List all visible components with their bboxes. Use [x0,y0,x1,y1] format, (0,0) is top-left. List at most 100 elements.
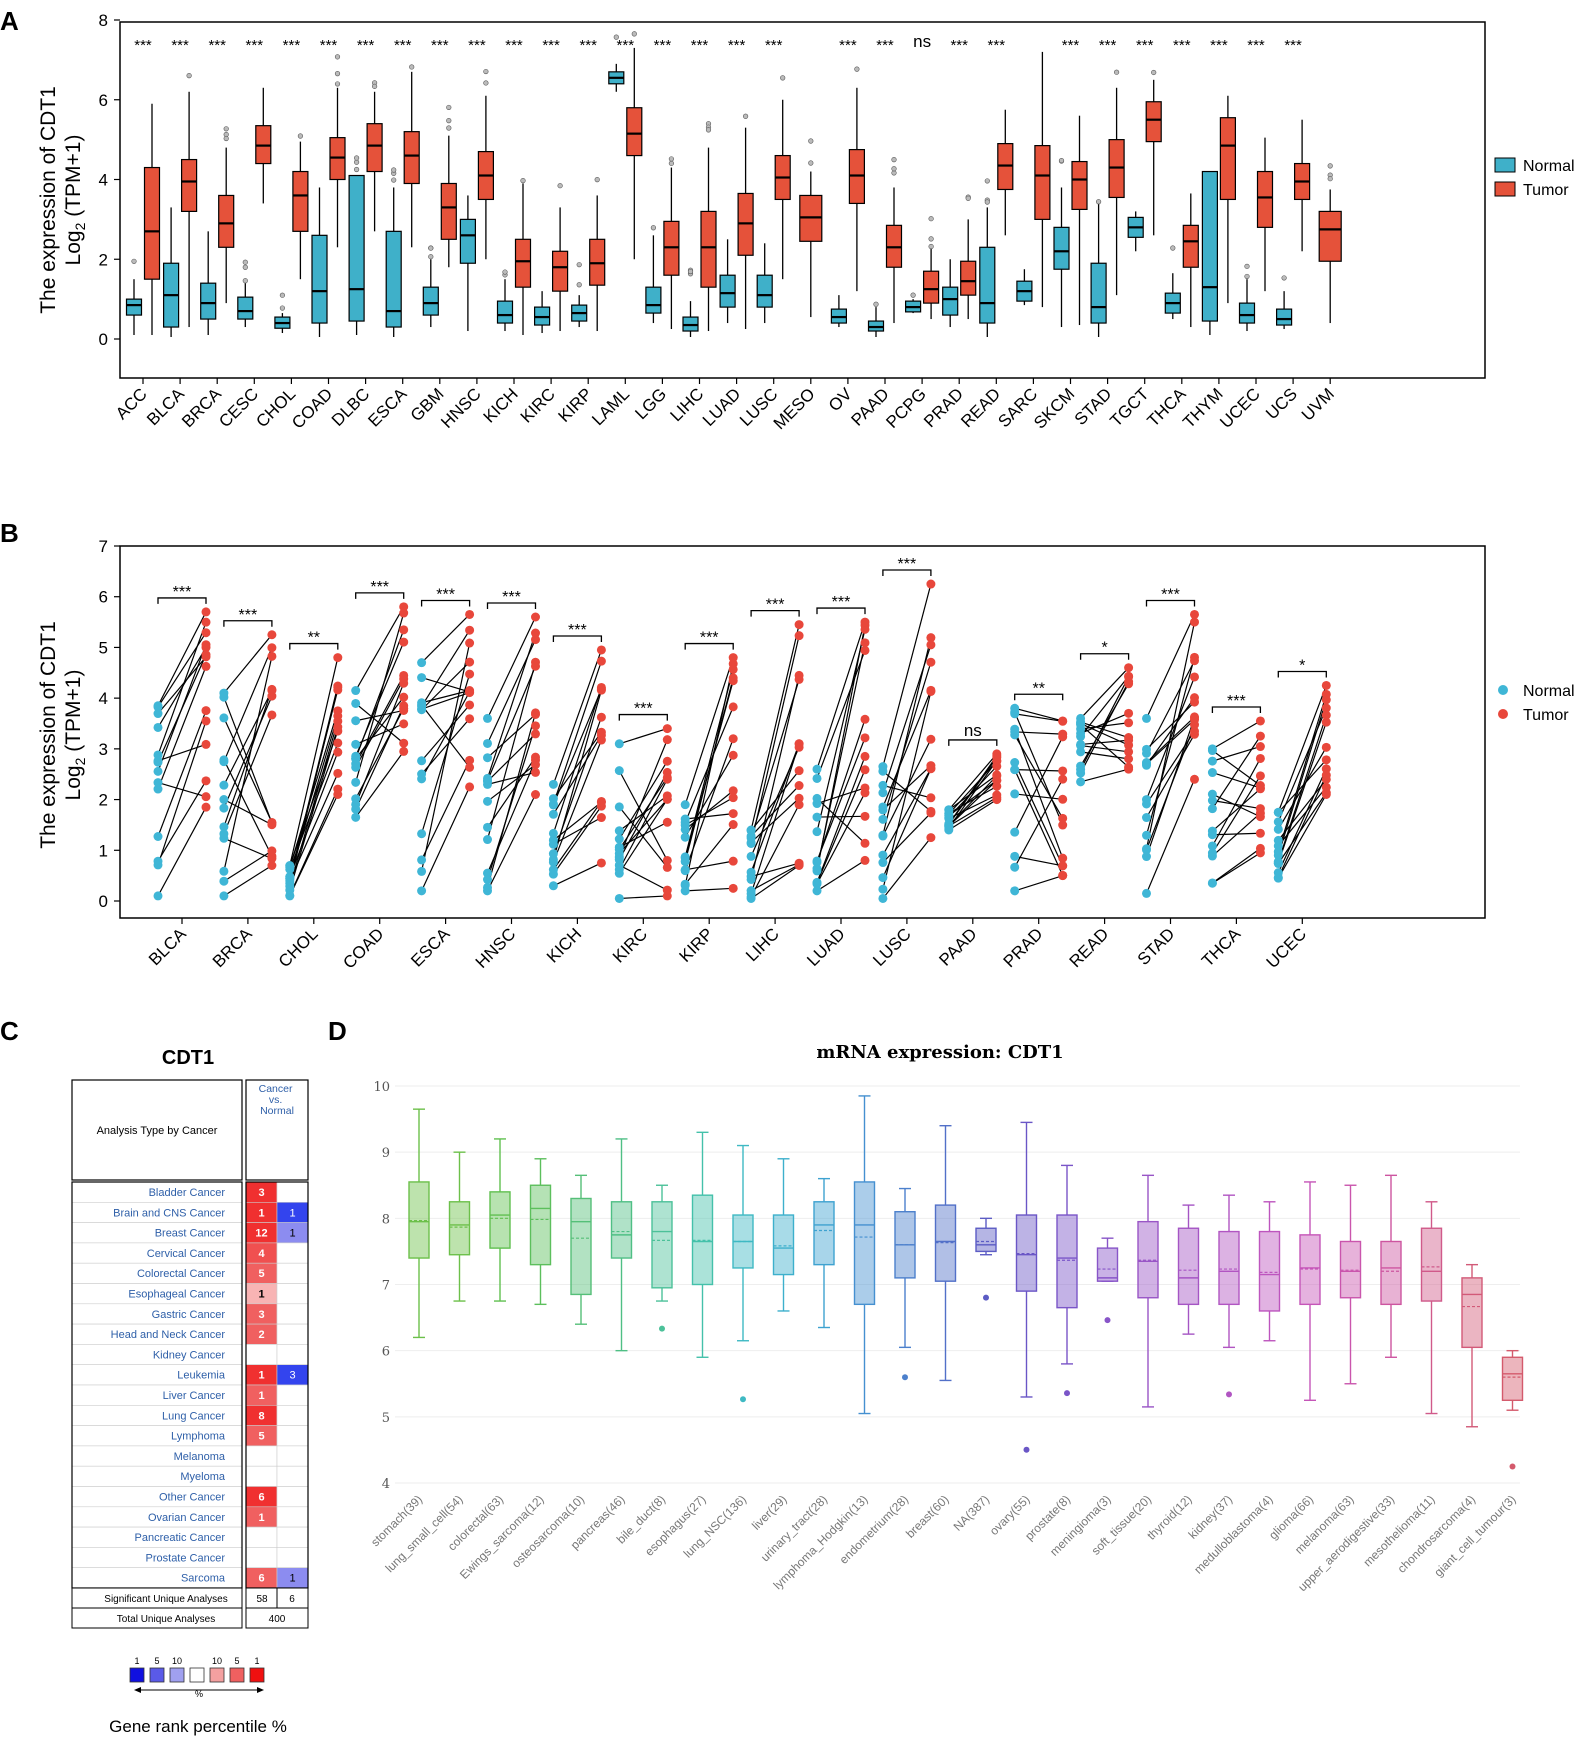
b-pair-line [421,704,471,768]
b-pair-line [1277,694,1327,852]
b-pair-line [223,837,273,860]
a-outlier [186,73,192,79]
d-box [853,1181,876,1306]
b-pair-line [355,675,405,765]
b-tumor-point [728,750,738,760]
b-tumor-point [662,735,672,745]
b-tumor-point [1255,828,1265,838]
b-normal-point [878,762,888,772]
b-pair-line [289,657,339,866]
a-box [960,260,977,296]
b-tumor-point [596,656,606,666]
d-xtick-label: breast(60) [903,1492,952,1541]
a-xtick-label: THYM [1179,384,1226,431]
b-tumor-point [1124,762,1134,772]
b-tumor-point [860,855,870,865]
a-sig-label: *** [728,37,746,54]
b-normal-point [746,851,756,861]
b-tumor-point [1321,717,1331,727]
b-normal-point [1207,851,1217,861]
b-pair-line [750,862,800,878]
b-sig-bracket [1277,670,1327,678]
b-pair-line [421,760,471,861]
panel-c-header-left-text: Analysis Type by Cancer [97,1125,218,1137]
b-normal-point [351,777,361,787]
b-sig-label: *** [173,584,192,601]
b-pair-line [421,677,470,693]
legend-tumor-label: Tumor [1523,182,1569,199]
panel-a-y-axis: 0 2 4 6 8 [99,11,120,349]
b-tumor-point [399,678,409,688]
b-pair-line [816,629,866,832]
a-ytick-label: 4 [99,171,108,190]
b-tumor-point [531,729,540,739]
b-normal-point [153,891,163,901]
a-box [514,238,532,288]
a-xtick-label: LGG [631,384,670,423]
legend-b-tumor-dot [1498,709,1508,719]
b-pair-line [355,606,405,691]
footer1-down: 6 [289,1594,295,1605]
b-normal-point [548,849,558,859]
b-tumor-point [596,858,606,868]
b-tumor-point [728,883,738,893]
c-row-name: Head and Neck Cancer [111,1329,226,1341]
a-box [143,166,161,280]
a-outlier [687,268,694,275]
b-pair-line [750,635,800,844]
panel-b-points [153,579,1331,903]
b-sig-label: ** [1032,680,1044,697]
b-pair-line [552,731,602,799]
b-normal-point [153,701,163,711]
b-normal-point [1010,724,1020,734]
b-pair-line [1212,847,1261,884]
b-normal-point [219,891,229,901]
panel-d-boxes [408,1095,1524,1470]
c-legend-num: 5 [154,1656,159,1666]
b-pair-line [750,785,800,837]
a-xtick-label: LAML [588,384,633,429]
a-sig-label: *** [505,37,523,54]
b-normal-point [153,784,163,794]
b-tumor-point [728,809,738,819]
b-tumor-point [794,670,804,680]
b-normal-point [548,828,558,838]
b-sig-label: * [1101,640,1107,657]
b-pair-line [1014,762,1064,867]
b-normal-point [1076,741,1086,751]
b-normal-point [483,796,492,806]
b-pair-line [1211,758,1261,847]
a-ytick-label: 0 [99,330,108,349]
b-normal-point [1273,824,1283,834]
b-tumor-point [1124,708,1134,718]
d-xtick-label: giant_cell_tumour(3) [1431,1492,1518,1579]
b-tumor-point [1058,732,1068,742]
b-pair-line [157,806,207,897]
panel-b-ylabel-sub: 2 [72,757,88,765]
d-box [1420,1227,1443,1302]
c-up-cell [245,1344,278,1366]
a-outlier [808,138,814,144]
b-sig-bracket [289,642,339,650]
b-tumor-point [728,653,738,663]
b-normal-point [878,814,888,824]
b-tumor-point [1190,672,1199,682]
b-pair-line [882,768,932,878]
a-outlier [131,258,137,264]
panel-b-y-axis: 0 1 2 3 4 5 6 7 [99,537,120,911]
a-box [979,246,996,324]
b-tumor-point [860,624,870,634]
b-tumor-point [399,719,409,729]
c-row-name: Kidney Cancer [153,1349,225,1361]
b-pair-line [1277,721,1327,864]
b-tumor-point [267,818,277,828]
b-sig-label: *** [568,622,587,639]
b-normal-point [153,778,163,788]
b-normal-point [944,805,954,815]
a-box [1071,160,1088,211]
panel-b-significance: *********** *** *************** ******ns***… [157,556,1327,746]
b-sig-label: *** [370,579,389,596]
panel-d-x-labels: stomach(39)lung_small_cell(54)colorectal… [368,1492,1519,1594]
b-tumor-point [926,640,936,650]
b-tumor-point [1058,794,1068,804]
